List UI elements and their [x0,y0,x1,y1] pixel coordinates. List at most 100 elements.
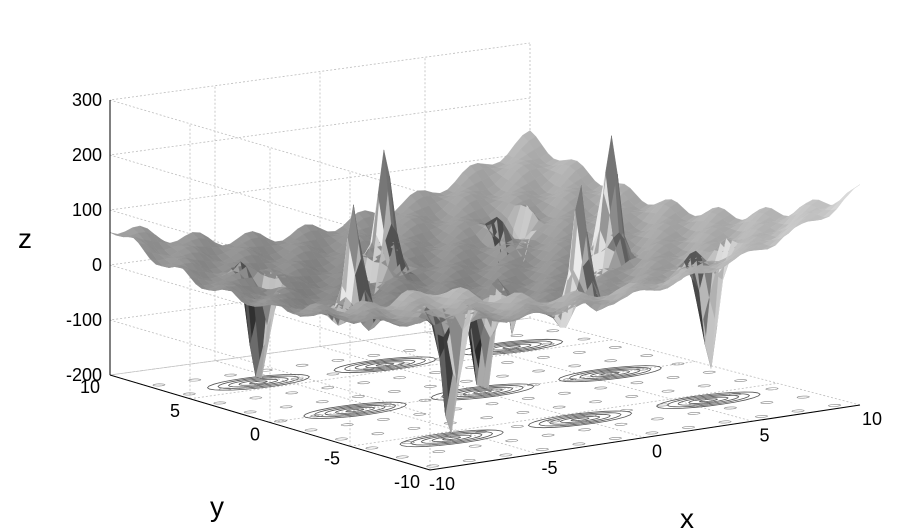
contour-blob [557,391,572,395]
contour-blob [423,384,438,388]
x-tick-label: -5 [541,458,557,478]
surface-mesh [109,130,861,434]
contour-ring [238,378,279,386]
contour-blob [510,425,524,428]
contour-blob [594,386,608,390]
contour-blob [505,439,519,443]
contour-blob [367,354,381,357]
contour-blob [351,395,365,399]
contour-ring [538,412,622,427]
floor-gridline [424,331,753,422]
contour-blob [650,417,665,421]
contour-ring [559,415,601,423]
floor-gridline [529,317,861,406]
contour-blob [432,450,446,453]
contour-blob [656,403,670,407]
contour-blob [346,409,360,413]
contour-blob [516,411,530,414]
contour-blob [541,433,555,437]
contour-blob [697,384,711,388]
contour-ring [579,368,641,379]
contour-blob [702,370,716,374]
contour-blob [418,398,432,402]
contour-blob [754,415,769,418]
contour-blob [462,459,476,462]
contour-blob [402,349,417,352]
contour-ring [568,366,652,381]
contour-blob [485,402,499,406]
contour-blob [796,395,810,399]
floor-gridline [189,339,613,400]
contour-blob [635,367,649,371]
floor-gridline [269,361,696,423]
contour-ring [502,345,522,349]
contour-blob [765,387,779,391]
contour-ring [324,405,386,416]
contour-blob [760,401,774,404]
contour-blob [588,400,603,404]
surface-patch [846,184,861,194]
tick-labels: -200 -100 0 100 200 300 -10 -5 0 5 10 -10 -5 0 5 10 [66,90,882,494]
axis-lines [109,100,861,471]
contour-ring [334,406,376,414]
z-tick-label: 300 [72,90,102,110]
contour-blob [499,453,513,457]
contour-ring [375,362,395,367]
contour-blob [827,404,842,407]
contour-ring [249,380,268,385]
contour-blob [521,397,535,400]
surface-patch [840,188,855,201]
contour-blob [315,400,329,404]
contour-blob [213,401,227,405]
contour-blob [671,362,685,366]
contour-blob [371,432,385,436]
x-tick-label: 10 [862,409,882,429]
contour-ring [549,414,611,425]
contour-ring [656,391,761,409]
contour-ring [462,388,503,396]
z-tick-label: -100 [66,310,102,330]
contour-blob [474,430,488,434]
contour-ring [431,434,472,442]
contour-blob [599,372,613,376]
y-axis-label: y [210,491,224,522]
contour-blob [619,408,634,412]
contour-blob [510,334,524,338]
contour-blob [401,441,415,445]
y-tick-label: 5 [170,401,180,421]
contour-blob [334,437,349,441]
contour-blob [604,359,618,363]
contour-blob [723,406,738,410]
contour-ring [688,396,729,404]
contour-blob [398,362,412,366]
contour-blob [331,358,345,362]
y-tick-label: -5 [324,448,340,468]
contour-blob [340,423,354,427]
contour-blob [526,383,541,387]
z-tick-label: -200 [66,365,102,385]
contour-ring [442,436,462,441]
contour-ring [677,395,740,406]
contour-blob [395,455,409,459]
contour-blob [505,347,519,351]
contour-blob [583,414,597,418]
z-axis-label: z [18,223,32,254]
y-tick-label: 0 [250,425,260,445]
contour-ring [343,358,427,372]
contour-blob [692,398,706,401]
contour-blob [608,437,623,440]
contour-blob [188,378,202,382]
contour-blob [733,379,748,382]
x-axis-label: x [680,503,694,531]
contour-blob [249,396,263,400]
contour-blob [552,405,566,409]
x-tick-label: -10 [429,474,455,494]
z-tick-label: 0 [92,255,102,275]
contour-ring [570,417,590,422]
contour-blob [500,361,515,364]
y-axis-line [109,374,431,471]
contour-blob [376,418,391,421]
contour-blob [223,373,238,377]
contour-blob [661,389,675,393]
contour-ring [698,398,718,403]
